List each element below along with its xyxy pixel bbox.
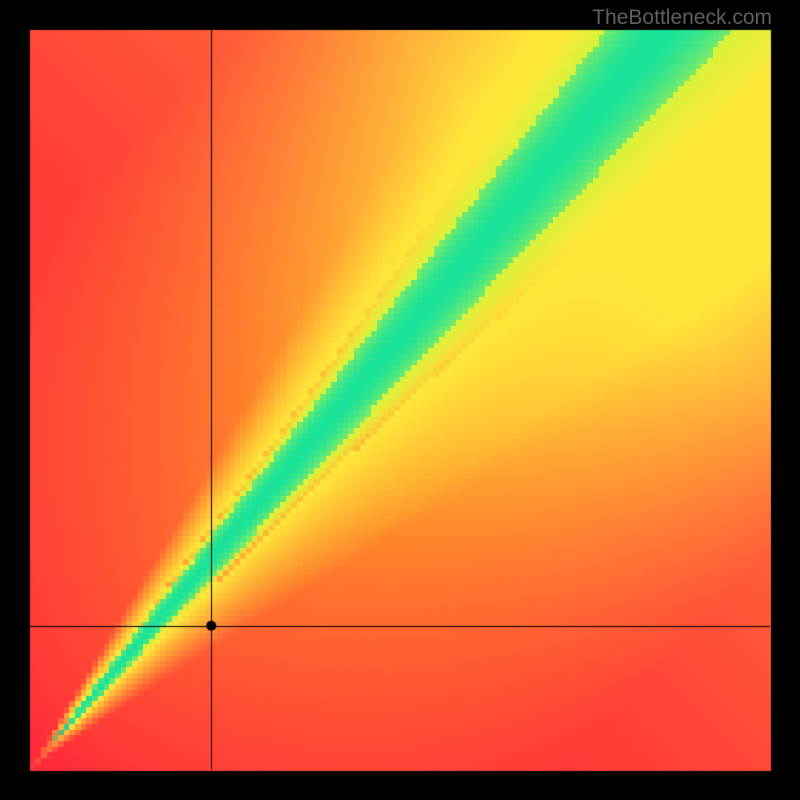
heatmap-canvas bbox=[0, 0, 800, 800]
chart-container: TheBottleneck.com bbox=[0, 0, 800, 800]
watermark-text: TheBottleneck.com bbox=[592, 6, 772, 30]
